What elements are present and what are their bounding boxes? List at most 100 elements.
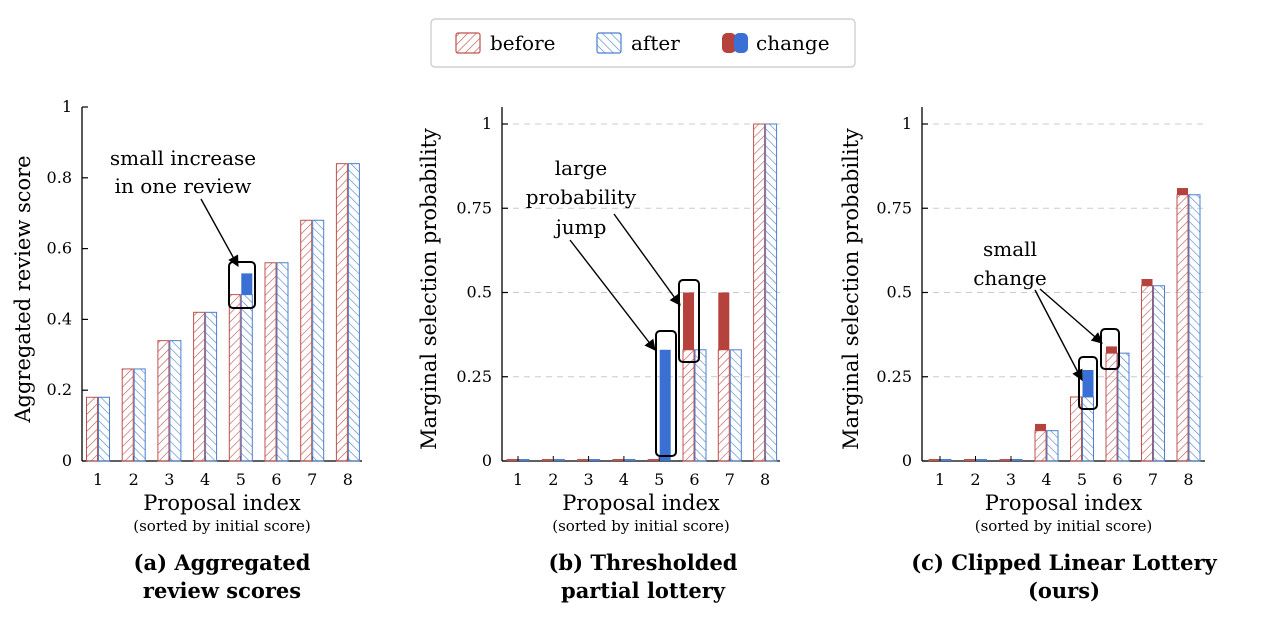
x-tick-label: 3	[164, 470, 174, 489]
x-tick-label: 6	[689, 470, 699, 489]
panel-caption: partial lottery	[561, 578, 726, 603]
highlight-box	[228, 261, 256, 309]
panel-2: 0 0.25 0.5 0.75 1 1 2 3 4 5 6 7 8 large probability jum…	[417, 107, 780, 603]
annotation-text: in one review	[115, 174, 252, 198]
x-tick-label: 6	[1112, 470, 1122, 489]
bar-after	[133, 368, 146, 462]
bar-after	[347, 163, 360, 462]
bar-before	[300, 219, 313, 462]
legend-change-swatch-before	[722, 33, 736, 53]
panel-1: 0 0.2 0.4 0.6 0.8 1 1 2 3 4 5 6 7 8 small increase in o…	[11, 97, 362, 603]
annotation-arrow	[613, 213, 681, 306]
annotation-text: small increase	[110, 146, 256, 170]
y-axis-label: Marginal selection probability	[839, 128, 863, 450]
annotation-text: jump	[554, 215, 607, 239]
panel-caption: review scores	[143, 578, 301, 603]
x-axis-label: Proposal index	[985, 491, 1143, 515]
panel-caption: (ours)	[1028, 578, 1100, 603]
x-tick-label: 5	[236, 470, 246, 489]
x-tick-label: 4	[619, 470, 629, 489]
bar-before-change	[1106, 346, 1117, 354]
legend-box	[430, 18, 856, 68]
bar-before-change	[1035, 423, 1046, 431]
y-tick-label: 0.5	[887, 283, 912, 302]
y-tick-label: 0	[62, 451, 72, 470]
y-tick-label: 0.75	[876, 198, 912, 217]
legend-before-label: before	[490, 31, 555, 55]
legend-change-swatch-after	[734, 33, 748, 53]
y-axis-label: Aggregated review score	[11, 155, 35, 423]
bar-after	[1188, 194, 1201, 462]
annotation-arrow	[569, 239, 656, 351]
bar-after	[98, 396, 110, 462]
panel-caption: (b) Thresholded	[549, 550, 738, 575]
y-tick-label: 0	[902, 451, 912, 470]
x-axis-sublabel: (sorted by initial score)	[975, 517, 1153, 535]
highlight-box	[1100, 328, 1120, 370]
bar-before-change	[1177, 188, 1188, 195]
bar-before	[1141, 285, 1153, 462]
bar-before	[1070, 396, 1082, 462]
bar-before	[753, 123, 766, 462]
legend-change-label: change	[756, 31, 830, 55]
x-tick-label: 8	[343, 470, 353, 489]
bar-before-change	[1141, 279, 1153, 286]
y-tick-label: 0	[482, 451, 492, 470]
annotation-arrow	[1034, 289, 1083, 381]
bar-after	[729, 349, 742, 462]
bar-after	[1082, 396, 1094, 462]
bar-before	[1034, 430, 1047, 462]
x-tick-label: 7	[725, 470, 735, 489]
panel-3: 0 0.25 0.5 0.75 1 1 2 3 4 5 6 7 8 small change Marginal…	[839, 107, 1218, 603]
x-tick-label: 1	[935, 470, 945, 489]
bar-after	[1046, 430, 1059, 462]
legend-after-swatch	[596, 32, 622, 54]
bar-after	[694, 349, 707, 462]
annotation-text: change	[973, 266, 1047, 290]
x-tick-label: 4	[1041, 470, 1051, 489]
x-tick-label: 4	[200, 470, 210, 489]
y-tick-label: 0.75	[456, 198, 492, 217]
y-tick-label: 1	[902, 114, 912, 133]
x-tick-label: 1	[93, 470, 103, 489]
x-tick-label: 5	[1077, 470, 1087, 489]
bar-before	[228, 294, 241, 462]
bar-after-change	[241, 273, 253, 295]
bar-after	[276, 262, 289, 462]
x-tick-label: 6	[271, 470, 281, 489]
bar-before	[682, 349, 695, 462]
panels: 0 0.2 0.4 0.6 0.8 1 1 2 3 4 5 6 7 8 small increase in o…	[11, 97, 1218, 603]
legend-after-label: after	[631, 31, 680, 55]
legend-before-swatch	[455, 32, 481, 54]
y-tick-label: 0.2	[47, 380, 72, 399]
annotation-text: small	[983, 237, 1037, 261]
x-axis-label: Proposal index	[143, 491, 301, 515]
x-tick-label: 5	[654, 470, 664, 489]
bar-before	[717, 349, 730, 462]
bar-after-change	[659, 349, 671, 461]
bar-after	[1153, 285, 1165, 462]
bar-after-change	[1082, 370, 1094, 397]
y-tick-label: 0.4	[47, 309, 72, 328]
x-tick-label: 8	[1183, 470, 1193, 489]
x-tick-label: 1	[513, 470, 523, 489]
panel-caption: (c) Clipped Linear Lottery	[911, 550, 1217, 575]
bar-after	[169, 340, 182, 462]
y-tick-label: 0.25	[876, 367, 912, 386]
x-axis-sublabel: (sorted by initial score)	[552, 517, 730, 535]
bar-after	[205, 311, 218, 462]
x-tick-label: 8	[760, 470, 770, 489]
panel-caption: (a) Aggregated	[134, 550, 311, 575]
annotation-arrow	[1039, 288, 1103, 344]
bar-before-change	[683, 292, 694, 350]
bar-after	[240, 294, 253, 462]
x-tick-label: 2	[548, 470, 558, 489]
bar-before	[264, 262, 277, 462]
y-tick-label: 0.6	[47, 239, 72, 258]
x-tick-label: 2	[129, 470, 139, 489]
highlight-box	[1078, 356, 1098, 410]
y-tick-label: 1	[62, 97, 72, 116]
highlight-box	[655, 330, 677, 457]
y-tick-label: 0.25	[456, 367, 492, 386]
